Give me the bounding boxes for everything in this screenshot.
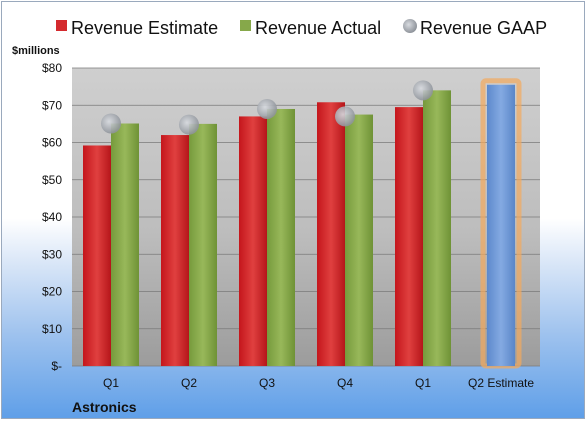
bar-revenue-actual [111,123,139,366]
legend-swatch-estimate [56,20,67,31]
y-axis-ticks: $- $10 $20 $30 $40 $50 $60 $70 $80 [42,61,62,373]
bar-revenue-actual [423,90,451,366]
legend-label-gaap: Revenue GAAP [420,18,547,38]
x-tick-label: Q1 [415,376,431,390]
bar-revenue-actual [345,114,373,366]
y-tick-label: $60 [42,136,62,150]
marker-revenue-gaap [335,106,355,127]
company-name: Astronics [72,399,137,415]
y-tick-label: $50 [42,173,62,187]
bar-revenue-estimate [239,116,267,366]
y-tick-label: $10 [42,322,62,336]
x-axis-ticks: Q1 Q2 Q3 Q4 Q1 Q2 Estimate [103,376,534,390]
gridlines [72,67,540,367]
marker-revenue-gaap [413,80,433,101]
marker-revenue-gaap [257,98,277,119]
bar-q2-estimate [487,84,515,366]
bar-revenue-actual [189,123,217,366]
bar-revenue-estimate [161,135,189,366]
y-tick-label: $40 [42,210,62,224]
legend: Revenue Estimate Revenue Actual Revenue … [56,18,547,38]
x-tick-label: Q4 [337,376,353,390]
y-tick-label: $30 [42,247,62,261]
legend-label-estimate: Revenue Estimate [71,18,218,38]
marker-revenue-gaap [101,113,121,134]
y-axis-unit-label: $millions [12,45,60,57]
bar-revenue-actual [267,108,295,366]
bars [83,78,522,369]
legend-swatch-actual [240,20,251,31]
y-tick-label: $- [51,359,62,373]
x-tick-label: Q3 [259,376,275,390]
marker-revenue-gaap [179,114,199,135]
bar-revenue-estimate [317,102,345,367]
gaap-markers [101,80,433,135]
bar-revenue-estimate [395,107,423,367]
legend-swatch-gaap [403,19,417,33]
legend-label-actual: Revenue Actual [255,18,381,38]
x-tick-label: Q1 [103,376,119,390]
bar-revenue-estimate [83,145,111,366]
y-tick-label: $70 [42,98,62,112]
y-tick-label: $20 [42,285,62,299]
y-tick-label: $80 [42,61,62,75]
x-tick-label: Q2 [181,376,197,390]
x-tick-label: Q2 Estimate [468,376,534,390]
